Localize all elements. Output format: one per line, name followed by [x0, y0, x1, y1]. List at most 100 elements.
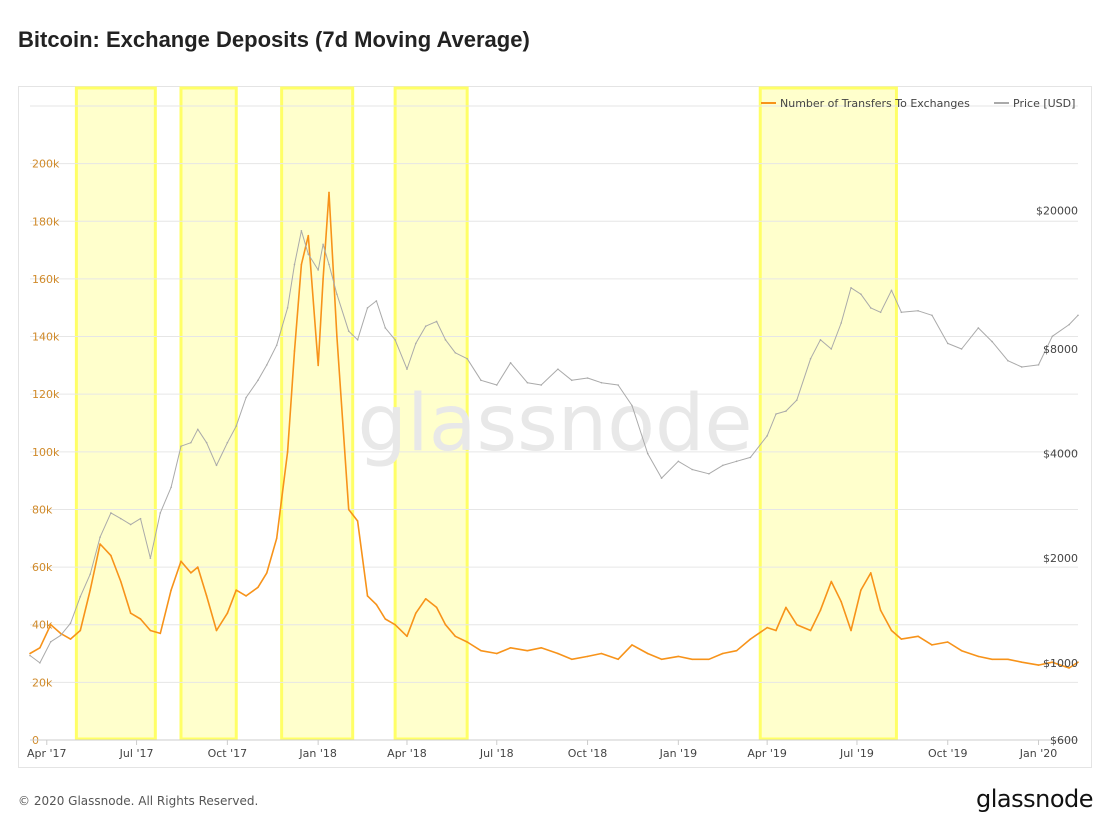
- data-point: [170, 589, 172, 591]
- data-point: [721, 652, 724, 655]
- data-point: [775, 629, 777, 632]
- data-point: [322, 278, 324, 280]
- y-left-tick-label: 20k: [32, 676, 53, 689]
- data-point: [600, 652, 603, 655]
- data-point: [1077, 661, 1079, 663]
- data-point: [226, 441, 229, 444]
- data-point: [196, 428, 199, 431]
- data-point: [890, 629, 893, 632]
- legend-label: Price [USD]: [1013, 97, 1075, 110]
- series-price: [29, 229, 1079, 664]
- data-point: [275, 537, 278, 540]
- data-point: [356, 339, 359, 341]
- data-point: [646, 452, 649, 455]
- data-point: [454, 351, 457, 354]
- data-point: [39, 646, 41, 649]
- data-point: [366, 595, 369, 597]
- data-point: [1051, 661, 1054, 663]
- data-point: [890, 289, 893, 292]
- highlight-band-5: [758, 86, 898, 741]
- data-point: [257, 379, 259, 382]
- data-point: [466, 357, 468, 360]
- data-point: [879, 609, 882, 612]
- data-point: [708, 472, 710, 475]
- data-point: [617, 384, 619, 386]
- x-tick-label: Jul '18: [479, 747, 514, 760]
- data-point: [819, 339, 822, 341]
- y-left-tick-label: 140k: [32, 331, 60, 344]
- y-right-tick-label: $2000: [1043, 552, 1078, 565]
- data-point: [39, 662, 41, 664]
- legend-label: Number of Transfers To Exchanges: [780, 97, 970, 110]
- data-point: [336, 293, 338, 295]
- data-point: [29, 652, 31, 655]
- data-point: [110, 554, 112, 557]
- data-point: [1007, 359, 1009, 362]
- y-right-tick-label: $20000: [1036, 205, 1078, 218]
- data-point: [317, 364, 319, 367]
- data-point: [300, 263, 303, 266]
- data-point: [59, 634, 62, 637]
- data-point: [149, 557, 152, 560]
- data-point: [119, 580, 122, 583]
- data-point: [180, 560, 182, 563]
- y-left-tick-label: 160k: [32, 273, 60, 286]
- data-point: [406, 368, 408, 370]
- data-point: [159, 632, 162, 635]
- data-point: [266, 572, 268, 574]
- data-point: [749, 638, 752, 640]
- data-point: [977, 327, 980, 329]
- chart-frame: [18, 86, 1092, 768]
- chart-title: Bitcoin: Exchange Deposits (7d Moving Av…: [18, 27, 530, 52]
- data-point: [110, 512, 112, 514]
- y-left-tick-label: 100k: [32, 446, 60, 459]
- data-point: [190, 572, 192, 574]
- data-point: [860, 293, 862, 295]
- data-point: [840, 322, 842, 324]
- y-right-tick-label: $600: [1050, 734, 1078, 747]
- data-point: [830, 348, 833, 350]
- x-tick-label: Jul '17: [119, 747, 154, 760]
- data-point: [691, 468, 693, 471]
- data-point: [557, 652, 559, 655]
- data-point: [631, 644, 633, 646]
- data-point: [785, 606, 787, 609]
- data-point: [991, 658, 993, 661]
- data-point: [735, 649, 738, 652]
- chart-svg: 020k40k60k80k100k120k140k160k180k200kApr…: [27, 86, 1079, 760]
- data-point: [424, 325, 427, 328]
- y-left-tick-label: 60k: [32, 561, 53, 574]
- watermark-text: glassnode: [358, 379, 753, 469]
- data-point: [466, 641, 468, 643]
- data-point: [795, 623, 798, 626]
- data-point: [139, 517, 142, 520]
- y-left-tick-label: 120k: [32, 388, 60, 401]
- data-point: [59, 632, 62, 635]
- glassnode-logo: glassnode: [975, 785, 1094, 813]
- data-point: [860, 589, 862, 591]
- series-line: [29, 191, 1079, 669]
- legend: Number of Transfers To Exchanges Price [U…: [761, 97, 1075, 110]
- data-point: [286, 307, 289, 309]
- data-point: [454, 635, 457, 638]
- data-point: [766, 435, 768, 437]
- data-point: [215, 629, 218, 632]
- data-point: [444, 623, 447, 626]
- data-point: [366, 307, 369, 309]
- data-point: [526, 381, 529, 384]
- data-point: [1051, 335, 1054, 338]
- series-transfers: [29, 191, 1079, 669]
- y-right-tick-label: $8000: [1043, 343, 1078, 356]
- data-point: [226, 612, 229, 614]
- copyright-text: © 2020 Glassnode. All Rights Reserved.: [18, 794, 259, 808]
- data-point: [266, 364, 268, 366]
- y-right-tick-label: $1000: [1043, 657, 1078, 670]
- data-point: [424, 597, 427, 600]
- data-point: [1037, 364, 1040, 366]
- data-point: [495, 384, 498, 386]
- x-tick-label: Jul '19: [839, 747, 874, 760]
- data-point: [960, 649, 963, 652]
- data-point: [775, 413, 777, 415]
- data-point: [139, 618, 142, 620]
- data-point: [49, 640, 52, 643]
